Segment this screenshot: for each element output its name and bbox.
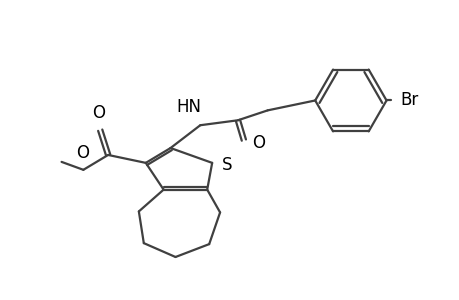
Text: HN: HN — [175, 98, 201, 116]
Text: Br: Br — [399, 92, 418, 110]
Text: S: S — [222, 156, 232, 174]
Text: O: O — [251, 134, 264, 152]
Text: O: O — [76, 144, 89, 162]
Text: O: O — [91, 104, 105, 122]
